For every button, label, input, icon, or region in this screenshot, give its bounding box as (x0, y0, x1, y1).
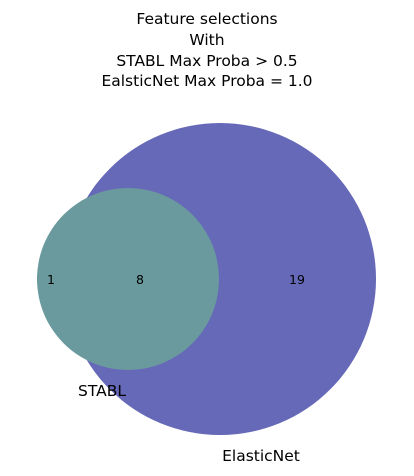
title-line-4: EalsticNet Max Proba = 1.0 (101, 72, 312, 90)
stabl-only-count: 1 (47, 272, 55, 287)
elasticnet-only-count: 19 (289, 272, 305, 287)
elasticnet-set-label: ElasticNet (222, 447, 300, 465)
title-line-3: STABL Max Proba > 0.5 (116, 52, 297, 70)
title-line-1: Feature selections (136, 10, 277, 28)
stabl-set-label: STABL (78, 382, 126, 400)
figure-title: Feature selections With STABL Max Proba … (101, 10, 312, 90)
intersection-count: 8 (136, 272, 144, 287)
overlap-region (37, 188, 219, 370)
title-line-2: With (189, 31, 224, 49)
